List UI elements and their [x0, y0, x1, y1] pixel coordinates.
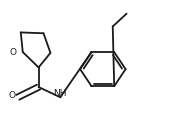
- Text: O: O: [9, 91, 16, 100]
- Text: O: O: [10, 48, 17, 57]
- Text: NH: NH: [54, 89, 67, 98]
